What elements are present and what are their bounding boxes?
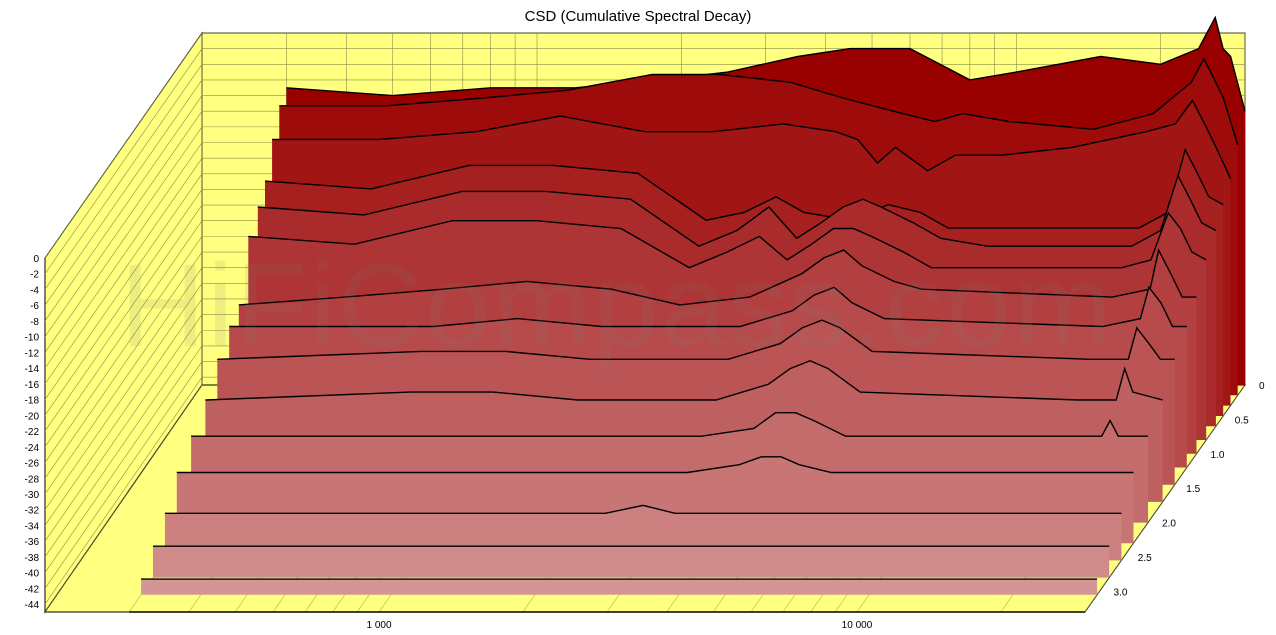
slice-fill [153,546,1110,578]
slice-outline [176,456,1134,474]
x-axis-labels: 1 000 10 000 [367,620,873,631]
grid-line-left [44,330,203,558]
x-tick-label: 1 000 [367,620,392,631]
grid-line-left [44,298,203,526]
grid-line-left [44,95,203,322]
y-tick-label: -26 [25,459,40,470]
grid-line-left [44,111,203,337]
y-tick-label: -24 [25,443,40,454]
slice-outline [164,504,1122,514]
slice-fill [141,579,1098,595]
y-tick-label: -18 [25,396,40,407]
grid-line-left [44,64,203,290]
grid-line-left [44,251,203,479]
y-tick-label: -16 [25,380,40,391]
slice-outline [205,359,1163,401]
slice-outline [217,319,1175,360]
slice-outline [229,285,1187,328]
slice-outline [286,15,1246,112]
y-tick-label: -6 [30,301,39,312]
x-tick-label: 10 000 [842,620,873,631]
grid-line-left [44,157,203,385]
y-tick-label: -38 [25,553,40,564]
grid-line-left [44,79,203,306]
time-tick-label: 1.5 [1186,484,1200,495]
y-tick-label: -14 [25,364,40,375]
y-tick-label: -8 [30,317,39,328]
grid-line-left [44,377,203,605]
y-tick-label: -10 [25,333,40,344]
y-tick-label: -4 [30,285,39,296]
y-tick-label: -34 [25,521,40,532]
time-axis-labels: 0 0.5 1.0 1.5 2.0 2.5 3.0 [1114,381,1265,598]
grid-line-left [44,32,203,259]
grid-line-left [44,126,203,353]
grid-line-left [44,361,203,589]
grid-line-left [44,345,203,573]
grid-line-floor [1084,384,1246,613]
y-tick-label: -32 [25,506,40,517]
time-tick-label: 0 [1259,381,1265,392]
grid-line-left [44,314,203,542]
y-tick-label: -12 [25,348,40,359]
slice-outline [248,211,1207,269]
grid-line-left [44,48,203,274]
grid-line-left [44,283,203,510]
grid-line-floor [44,384,203,613]
grid-line-left [44,267,203,495]
grid-line-left [44,204,203,432]
time-tick-label: 1.0 [1211,450,1225,461]
y-tick-label: -40 [25,569,40,580]
grid-line-left [44,142,203,369]
y-tick-label: -36 [25,537,40,548]
slice-outline [238,248,1197,306]
y-tick-label: -22 [25,427,40,438]
chart-title: CSD (Cumulative Spectral Decay) [524,8,752,25]
y-axis-labels: 0 -2 -4 -6 -8 -10 -12 -14 -16 -18 -20 -22 -24 -26 -28 -… [25,254,40,611]
y-tick-label: -2 [30,270,39,281]
slice-outline [191,412,1148,437]
decay-slices [129,15,1246,613]
slice-outline [279,57,1239,146]
y-tick-label: -28 [25,474,40,485]
time-tick-label: 2.0 [1162,519,1176,530]
y-tick-label: -44 [25,600,40,611]
y-tick-label: -20 [25,411,40,422]
y-tick-label: -30 [25,490,40,501]
time-tick-label: 2.5 [1138,553,1152,564]
grid-line-left [44,173,203,400]
time-tick-label: 0.5 [1235,415,1249,426]
y-tick-label: -42 [25,584,40,595]
time-tick-label: 3.0 [1114,587,1128,598]
y-tick-label: 0 [33,254,39,265]
grid-line-left [44,189,203,416]
slice-outline [272,99,1232,179]
grid-line-left [44,220,203,447]
slice-outline [257,173,1217,247]
grid-line-left [44,236,203,463]
